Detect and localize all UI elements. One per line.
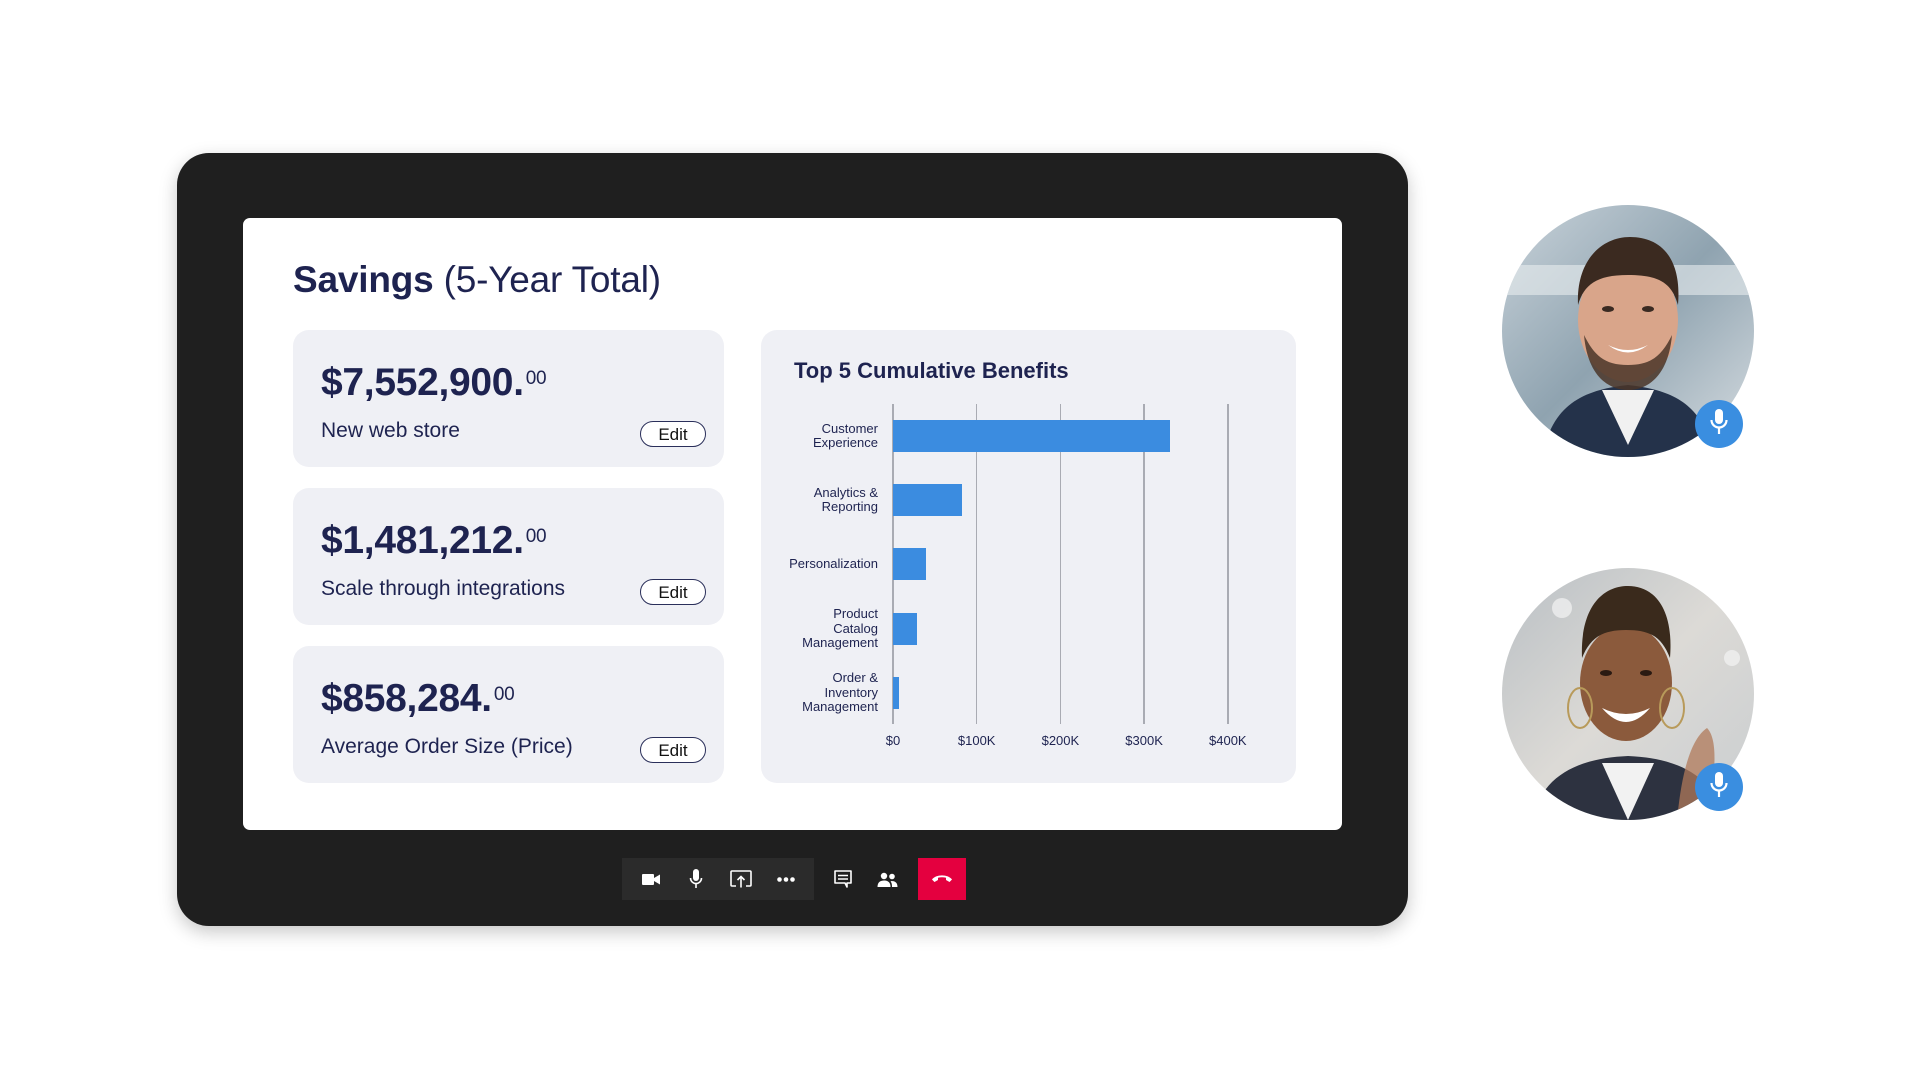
participant-video-2[interactable] (1502, 568, 1754, 820)
gridline (975, 404, 978, 724)
bar-chart: $0 $100K $200K $300K $400K Customer Experienc… (761, 330, 1296, 783)
mic-status-badge[interactable] (1695, 763, 1743, 811)
chart-bar[interactable] (893, 548, 926, 580)
savings-card-average-order: $858,284. 00 Average Order Size (Price) E… (293, 646, 724, 783)
hang-up-icon (931, 870, 953, 888)
microphone-icon (1710, 771, 1728, 803)
chat-button[interactable] (820, 858, 865, 900)
end-call-button[interactable] (918, 858, 966, 900)
participant-video-1[interactable] (1502, 205, 1754, 457)
chat-icon (833, 869, 853, 889)
chart-bar[interactable] (893, 677, 899, 709)
participants-icon (877, 872, 898, 887)
x-tick-label: $0 (885, 733, 901, 748)
presentation-frame: Savings (5-Year Total) $7,552,900. 00 New… (177, 153, 1408, 926)
amount-cents: 00 (493, 684, 515, 705)
amount-value: $1,481,212. (321, 519, 524, 562)
more-options-button[interactable] (763, 858, 808, 900)
y-category-label: Product Catalog Management (802, 606, 878, 651)
savings-label: Scale through integrations (321, 577, 565, 600)
gridline (1059, 404, 1062, 724)
gridline (1227, 404, 1229, 724)
camera-button[interactable] (628, 858, 673, 900)
x-tick-label: $200K (1041, 733, 1080, 748)
savings-amount: $858,284. 00 (321, 676, 515, 722)
page-title: Savings (5-Year Total) (293, 258, 661, 302)
amount-value: $858,284. (321, 677, 492, 720)
chart-bar[interactable] (893, 484, 962, 516)
media-controls (622, 858, 814, 900)
microphone-icon (1710, 408, 1728, 440)
chart-title: Top 5 Cumulative Benefits (794, 358, 1069, 383)
y-category-label: Order & Inventory Management (802, 670, 878, 715)
amount-cents: 00 (525, 368, 547, 389)
x-tick-label: $300K (1125, 733, 1163, 748)
gridline (1143, 404, 1145, 724)
y-category-label: Analytics & Reporting (813, 484, 878, 514)
participants-button[interactable] (865, 858, 910, 900)
savings-card-integrations: $1,481,212. 00 Scale through integrations… (293, 488, 724, 625)
amount-value: $7,552,900. (321, 361, 524, 404)
video-camera-icon (641, 873, 660, 886)
edit-button[interactable]: Edit (640, 579, 706, 605)
savings-amount: $7,552,900. 00 (321, 360, 547, 406)
mic-status-badge[interactable] (1695, 400, 1743, 448)
chart-bar[interactable] (893, 420, 1171, 452)
title-rest: (5-Year Total) (433, 259, 661, 300)
amount-cents: 00 (525, 526, 547, 547)
edit-button[interactable]: Edit (640, 737, 706, 763)
x-tick-label: $400K (1209, 733, 1247, 748)
microphone-icon (689, 869, 703, 889)
savings-label: New web store (321, 419, 460, 442)
title-strong: Savings (293, 259, 434, 300)
edit-button[interactable]: Edit (640, 421, 706, 447)
more-options-icon (776, 876, 795, 882)
call-toolbar (622, 858, 966, 900)
shared-slide: Savings (5-Year Total) $7,552,900. 00 New… (243, 218, 1342, 830)
x-tick-label: $100K (957, 733, 996, 748)
share-screen-icon (729, 870, 752, 888)
savings-card-new-web-store: $7,552,900. 00 New web store Edit (293, 330, 724, 467)
panel-controls (820, 858, 966, 900)
share-screen-button[interactable] (718, 858, 763, 900)
microphone-button[interactable] (673, 858, 718, 900)
benefits-chart-card: Top 5 Cumulative Benefits $0 $100K $200K $3… (761, 330, 1296, 783)
savings-amount: $1,481,212. 00 (321, 518, 547, 564)
y-category-label: Customer Experience (812, 420, 878, 450)
y-category-label: Personalization (789, 555, 878, 571)
chart-bar[interactable] (893, 613, 918, 645)
savings-label: Average Order Size (Price) (321, 735, 573, 758)
